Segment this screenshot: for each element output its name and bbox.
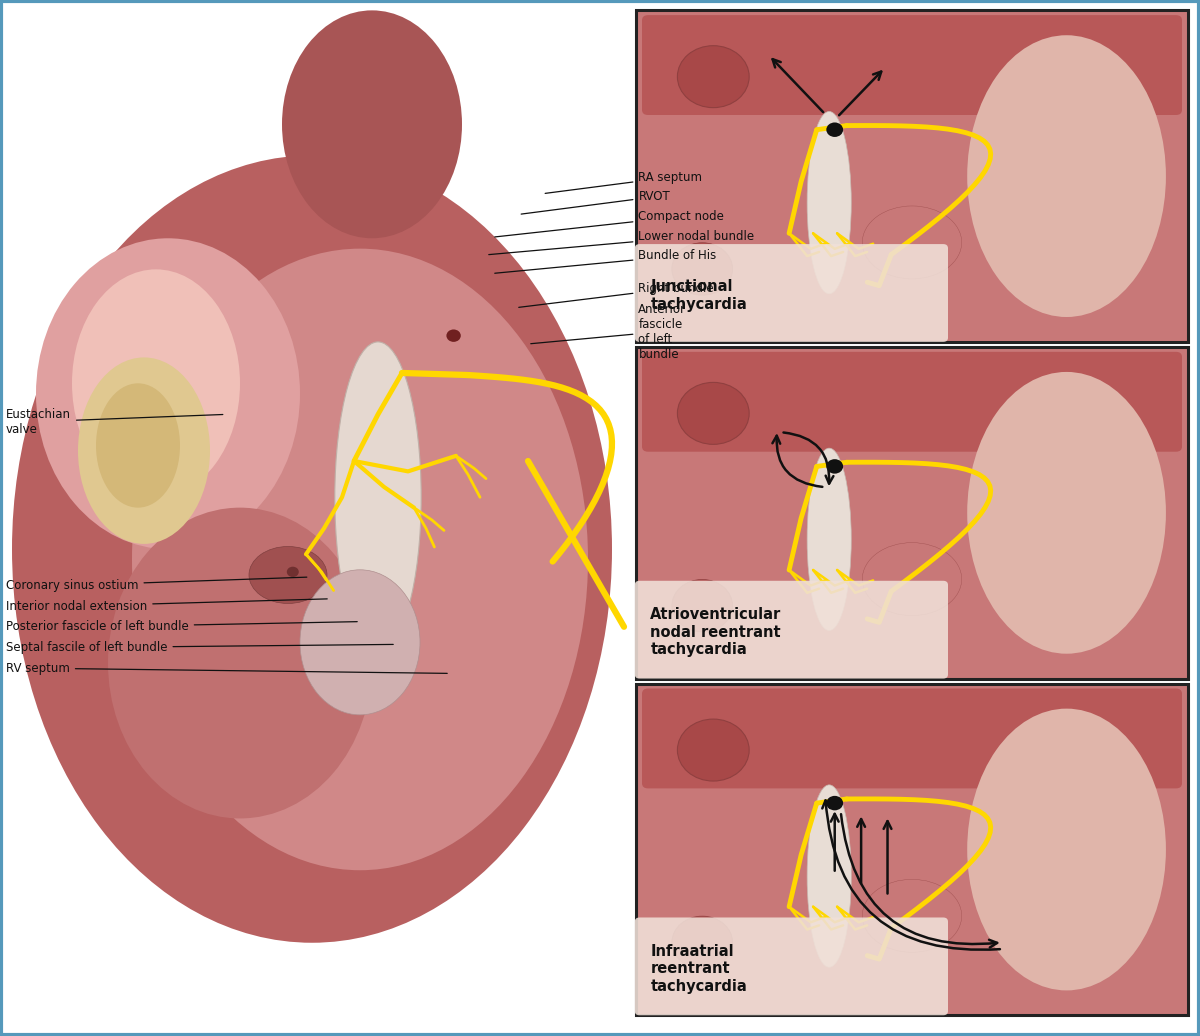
Ellipse shape bbox=[808, 785, 851, 968]
Text: Bundle of His: Bundle of His bbox=[494, 250, 716, 274]
Text: Anterior
fascicle
of left
bundle: Anterior fascicle of left bundle bbox=[530, 303, 686, 361]
Circle shape bbox=[287, 567, 299, 577]
Text: RV septum: RV septum bbox=[6, 662, 448, 674]
Ellipse shape bbox=[72, 269, 240, 497]
Text: Infraatrial
reentrant
tachycardia: Infraatrial reentrant tachycardia bbox=[650, 944, 748, 994]
Ellipse shape bbox=[250, 547, 326, 603]
Text: Junctional
tachycardia: Junctional tachycardia bbox=[650, 280, 748, 312]
Ellipse shape bbox=[282, 10, 462, 238]
Ellipse shape bbox=[12, 155, 612, 943]
Ellipse shape bbox=[36, 238, 300, 549]
Ellipse shape bbox=[967, 372, 1166, 654]
Text: Interior nodal extension: Interior nodal extension bbox=[6, 599, 328, 612]
Circle shape bbox=[827, 122, 844, 137]
Ellipse shape bbox=[808, 449, 851, 631]
Ellipse shape bbox=[967, 709, 1166, 990]
Text: Posterior fascicle of left bundle: Posterior fascicle of left bundle bbox=[6, 621, 358, 633]
Circle shape bbox=[678, 46, 749, 108]
Ellipse shape bbox=[78, 357, 210, 544]
Ellipse shape bbox=[863, 880, 961, 952]
Ellipse shape bbox=[863, 543, 961, 615]
Ellipse shape bbox=[335, 342, 421, 653]
Circle shape bbox=[678, 382, 749, 444]
Ellipse shape bbox=[96, 383, 180, 508]
FancyBboxPatch shape bbox=[635, 918, 948, 1015]
Text: Coronary sinus ostium: Coronary sinus ostium bbox=[6, 577, 307, 592]
Text: Septal fascile of left bundle: Septal fascile of left bundle bbox=[6, 641, 394, 654]
FancyBboxPatch shape bbox=[635, 581, 948, 679]
Circle shape bbox=[827, 796, 844, 810]
Circle shape bbox=[827, 459, 844, 473]
Text: RVOT: RVOT bbox=[521, 191, 670, 214]
Circle shape bbox=[446, 329, 461, 342]
FancyBboxPatch shape bbox=[635, 244, 948, 342]
Ellipse shape bbox=[808, 112, 851, 294]
Ellipse shape bbox=[967, 35, 1166, 317]
Circle shape bbox=[678, 719, 749, 781]
FancyBboxPatch shape bbox=[642, 352, 1182, 452]
Ellipse shape bbox=[108, 508, 372, 818]
Ellipse shape bbox=[863, 206, 961, 279]
Text: Eustachian
valve: Eustachian valve bbox=[6, 407, 223, 436]
Text: Atrioventricular
nodal reentrant
tachycardia: Atrioventricular nodal reentrant tachyca… bbox=[650, 607, 781, 657]
Text: Right bundle: Right bundle bbox=[518, 282, 714, 308]
Text: Compact node: Compact node bbox=[494, 210, 725, 237]
Circle shape bbox=[672, 916, 732, 969]
FancyBboxPatch shape bbox=[636, 684, 1188, 1015]
Text: RA septum: RA septum bbox=[545, 171, 702, 194]
Ellipse shape bbox=[132, 249, 588, 870]
Circle shape bbox=[672, 579, 732, 632]
Circle shape bbox=[672, 242, 732, 295]
FancyBboxPatch shape bbox=[642, 689, 1182, 788]
Ellipse shape bbox=[300, 570, 420, 715]
FancyBboxPatch shape bbox=[642, 16, 1182, 115]
Text: Lower nodal bundle: Lower nodal bundle bbox=[488, 230, 755, 255]
FancyBboxPatch shape bbox=[636, 347, 1188, 679]
FancyBboxPatch shape bbox=[636, 10, 1188, 342]
